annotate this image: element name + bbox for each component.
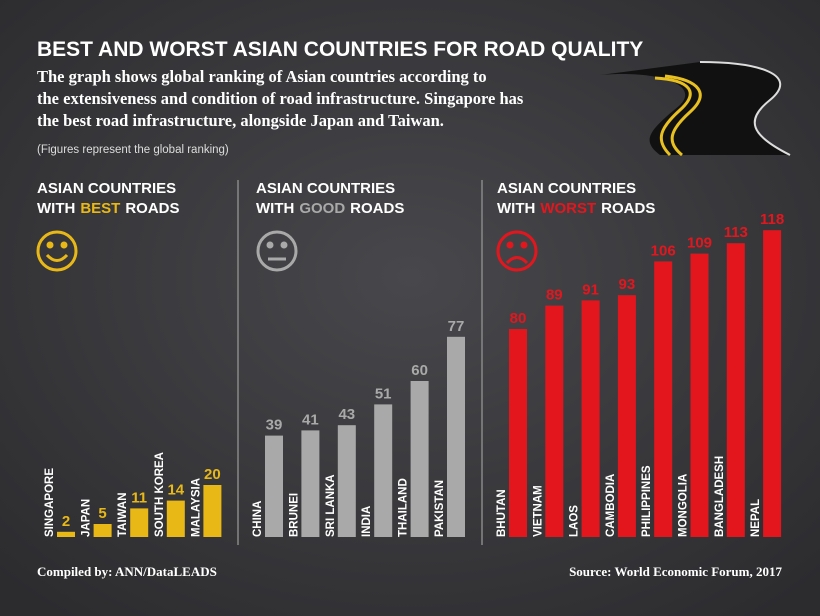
category-label: JAPAN <box>81 499 93 537</box>
category-label: SOUTH KOREA <box>154 452 166 537</box>
panel-title: WITH WORST ROADS <box>497 200 655 217</box>
category-label: MALAYSIA <box>190 478 202 537</box>
category-label: CAMBODIA <box>605 474 617 537</box>
value-label: 93 <box>619 276 636 293</box>
source: Source: World Economic Forum, 2017 <box>569 564 782 579</box>
value-label: 89 <box>546 287 563 304</box>
bar <box>763 230 782 537</box>
description: the extensiveness and condition of road … <box>37 89 524 108</box>
category-label: BRUNEI <box>288 493 300 537</box>
value-label: 77 <box>448 318 465 335</box>
happy-face <box>36 230 78 272</box>
panel-title-part: WITH <box>256 200 294 217</box>
bar <box>57 531 75 537</box>
value-label: 2 <box>62 513 70 530</box>
panel-title-part: WORST <box>540 200 596 217</box>
panel-title-part: WITH <box>37 200 75 217</box>
value-label: 106 <box>651 242 676 259</box>
bar <box>337 425 356 537</box>
category-label: BHUTAN <box>496 489 508 537</box>
panel-title-part: BEST <box>80 200 120 217</box>
bar <box>93 524 112 537</box>
bar <box>130 508 149 537</box>
value-label: 51 <box>375 385 392 402</box>
panel-title: ASIAN COUNTRIES <box>37 180 176 197</box>
bar <box>447 336 465 537</box>
value-label: 14 <box>167 482 184 499</box>
panel-title-part: ROADS <box>125 200 179 217</box>
category-label: VIETNAM <box>532 485 544 537</box>
category-label: BANGLADESH <box>714 456 726 537</box>
value-label: 5 <box>98 505 106 522</box>
value-label: 41 <box>302 411 319 428</box>
value-label: 113 <box>724 224 748 241</box>
note: (Figures represent the global ranking) <box>37 144 229 156</box>
category-label: LAOS <box>569 505 581 537</box>
panel-title: WITH GOOD ROADS <box>256 200 404 217</box>
description: The graph shows global ranking of Asian … <box>37 67 487 86</box>
category-label: SRI LANKA <box>325 474 337 537</box>
panel-title-part: WITH <box>497 200 535 217</box>
value-label: 91 <box>582 281 599 298</box>
value-label: 11 <box>131 489 147 506</box>
category-label: SINGAPORE <box>44 468 56 537</box>
category-label: PHILIPPINES <box>641 465 653 537</box>
value-label: 118 <box>760 211 784 228</box>
neutral-face <box>256 230 298 272</box>
bar <box>374 404 393 537</box>
category-label: INDIA <box>361 506 373 537</box>
value-label: 80 <box>510 310 527 327</box>
category-label: CHINA <box>252 501 264 537</box>
bar <box>203 485 222 537</box>
panel-title-part: ROADS <box>601 200 655 217</box>
value-label: 109 <box>687 235 712 252</box>
description: the best road infrastructure, alongside … <box>37 111 444 130</box>
bar <box>690 253 709 537</box>
value-label: 39 <box>266 417 283 434</box>
bar <box>410 381 429 537</box>
title: BEST AND WORST ASIAN COUNTRIES FOR ROAD … <box>37 38 643 61</box>
value-label: 43 <box>338 406 355 423</box>
bar <box>545 305 564 537</box>
category-label: PAKISTAN <box>434 480 446 537</box>
category-label: THAILAND <box>398 478 410 537</box>
road-icon <box>600 61 791 157</box>
bar <box>654 261 673 537</box>
bar <box>509 329 527 537</box>
bar <box>726 243 745 537</box>
bar <box>265 435 283 537</box>
credit: Compiled by: ANN/DataLEADS <box>37 564 217 579</box>
bar <box>581 300 600 537</box>
panel-title-part: GOOD <box>299 200 345 217</box>
panel-title: ASIAN COUNTRIES <box>256 180 395 197</box>
category-label: TAIWAN <box>117 492 129 537</box>
bar <box>301 430 320 537</box>
category-label: MONGOLIA <box>678 474 690 537</box>
value-label: 60 <box>411 362 428 379</box>
sad-face <box>496 230 538 272</box>
panel-title: ASIAN COUNTRIES <box>497 180 636 197</box>
value-label: 20 <box>204 466 221 483</box>
panel-title-part: ROADS <box>350 200 404 217</box>
bar <box>617 295 636 537</box>
bar <box>166 500 185 537</box>
category-label: NEPAL <box>750 499 762 537</box>
panel-title: WITH BEST ROADS <box>37 200 180 217</box>
